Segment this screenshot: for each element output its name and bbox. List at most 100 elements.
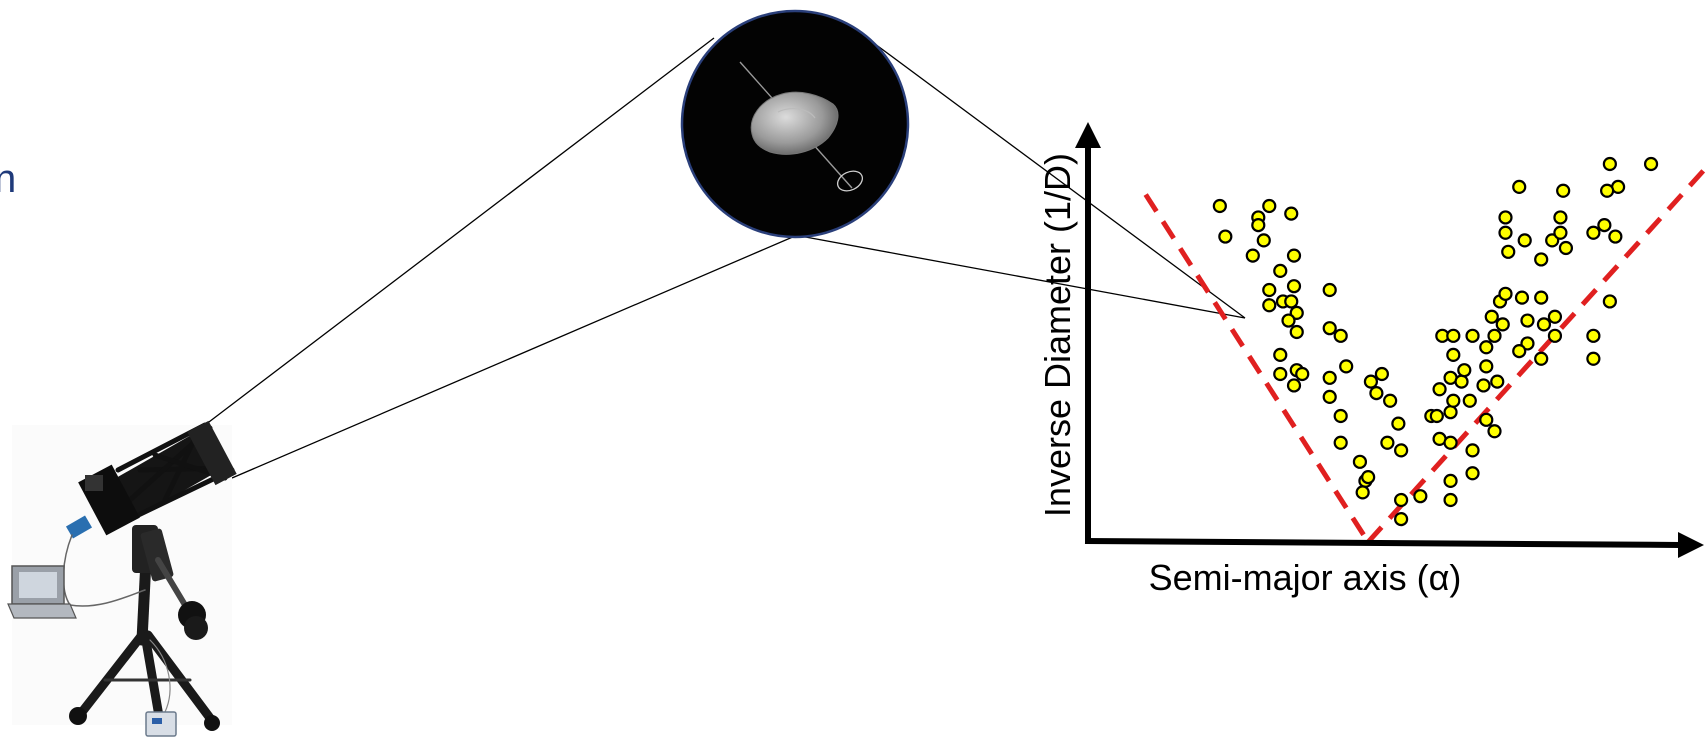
data-point	[1476, 378, 1491, 393]
data-point	[1391, 416, 1406, 431]
data-point	[1479, 412, 1494, 427]
data-point	[1383, 393, 1398, 408]
data-point	[1380, 435, 1395, 450]
data-point	[1262, 198, 1277, 214]
data-point	[1586, 328, 1601, 343]
scatter-chart: Semi-major axis (α) Inverse Diameter (1/…	[1037, 122, 1706, 598]
data-point	[1363, 374, 1379, 389]
data-point	[1273, 263, 1288, 279]
data-point	[1558, 240, 1574, 256]
data-point	[1394, 443, 1409, 458]
x-axis-arrow	[1678, 532, 1704, 558]
data-point	[1553, 225, 1568, 240]
data-point	[1465, 466, 1480, 481]
data-point	[1498, 210, 1513, 225]
data-point	[1369, 385, 1384, 401]
y-axis-label: Inverse Diameter (1/D)	[1037, 153, 1078, 517]
trend-lines	[1143, 166, 1706, 544]
trend-line-2	[1366, 166, 1706, 544]
x-axis-label: Semi-major axis (α)	[1149, 557, 1462, 598]
data-point	[1251, 217, 1266, 233]
data-point	[1514, 290, 1530, 305]
laptop-icon	[7, 565, 77, 619]
data-point	[1374, 366, 1389, 382]
data-point	[1443, 435, 1458, 450]
data-points	[1212, 156, 1659, 527]
data-point	[1429, 408, 1444, 424]
data-point	[1586, 225, 1601, 240]
data-point	[1484, 309, 1499, 324]
data-point	[1547, 309, 1563, 324]
data-point	[1597, 217, 1612, 233]
edge-text-fragment: n	[0, 157, 16, 201]
data-point	[1608, 229, 1623, 244]
data-point	[1536, 317, 1552, 332]
data-point	[1520, 313, 1535, 328]
data-point	[1501, 244, 1516, 259]
data-point	[1600, 183, 1615, 198]
data-point	[1284, 206, 1299, 221]
data-point	[1643, 156, 1659, 172]
sight-lines	[204, 37, 796, 479]
data-point	[1339, 359, 1354, 374]
data-point	[1289, 324, 1304, 340]
data-point	[1556, 183, 1571, 198]
data-point	[1218, 229, 1233, 244]
data-point	[1553, 210, 1568, 225]
data-point	[1262, 298, 1277, 313]
data-point	[1355, 485, 1370, 500]
data-point	[1534, 252, 1549, 267]
data-point	[1273, 366, 1288, 382]
connector-lines	[799, 43, 1246, 319]
data-point	[1495, 317, 1510, 332]
data-point	[1490, 374, 1505, 389]
data-point	[1286, 279, 1302, 294]
data-point	[1446, 328, 1461, 343]
data-point	[1465, 443, 1480, 458]
data-point	[1446, 347, 1461, 363]
data-point	[1322, 370, 1337, 385]
x-axis-line	[1084, 538, 1681, 548]
data-point	[1394, 511, 1409, 527]
data-point	[1286, 378, 1302, 393]
data-point	[1295, 366, 1310, 382]
data-point	[1457, 363, 1472, 378]
data-point	[1446, 393, 1461, 408]
data-point	[1465, 328, 1480, 343]
data-point	[1322, 389, 1337, 405]
data-point	[1454, 374, 1469, 389]
asteroid-icon	[750, 91, 839, 155]
data-point	[1534, 290, 1549, 305]
data-point	[1333, 408, 1348, 424]
data-point	[1586, 351, 1601, 366]
data-point	[1512, 343, 1527, 359]
data-point	[1212, 198, 1227, 214]
data-point	[1413, 489, 1428, 504]
data-point	[1443, 405, 1458, 420]
data-point	[1443, 492, 1458, 508]
data-point	[1534, 351, 1549, 366]
data-point	[1333, 435, 1348, 450]
data-point	[1443, 473, 1458, 489]
y-axis-arrow	[1075, 122, 1101, 148]
data-point	[1479, 359, 1494, 374]
highlighted-data-point	[1281, 313, 1296, 328]
data-point	[1498, 225, 1513, 240]
data-point	[1256, 233, 1271, 248]
data-point	[1286, 248, 1302, 263]
data-point	[1322, 321, 1337, 336]
data-point	[1352, 454, 1368, 469]
data-point	[1602, 156, 1617, 172]
data-point	[1512, 179, 1527, 195]
trend-line-1	[1143, 193, 1371, 544]
data-point	[1273, 347, 1288, 363]
data-point	[1432, 382, 1447, 397]
data-point	[1361, 469, 1376, 485]
data-point	[1245, 248, 1260, 263]
data-point	[1284, 294, 1299, 309]
data-point	[1487, 424, 1502, 439]
data-point	[1333, 328, 1348, 343]
data-point	[1498, 286, 1513, 301]
data-point	[1479, 340, 1494, 355]
